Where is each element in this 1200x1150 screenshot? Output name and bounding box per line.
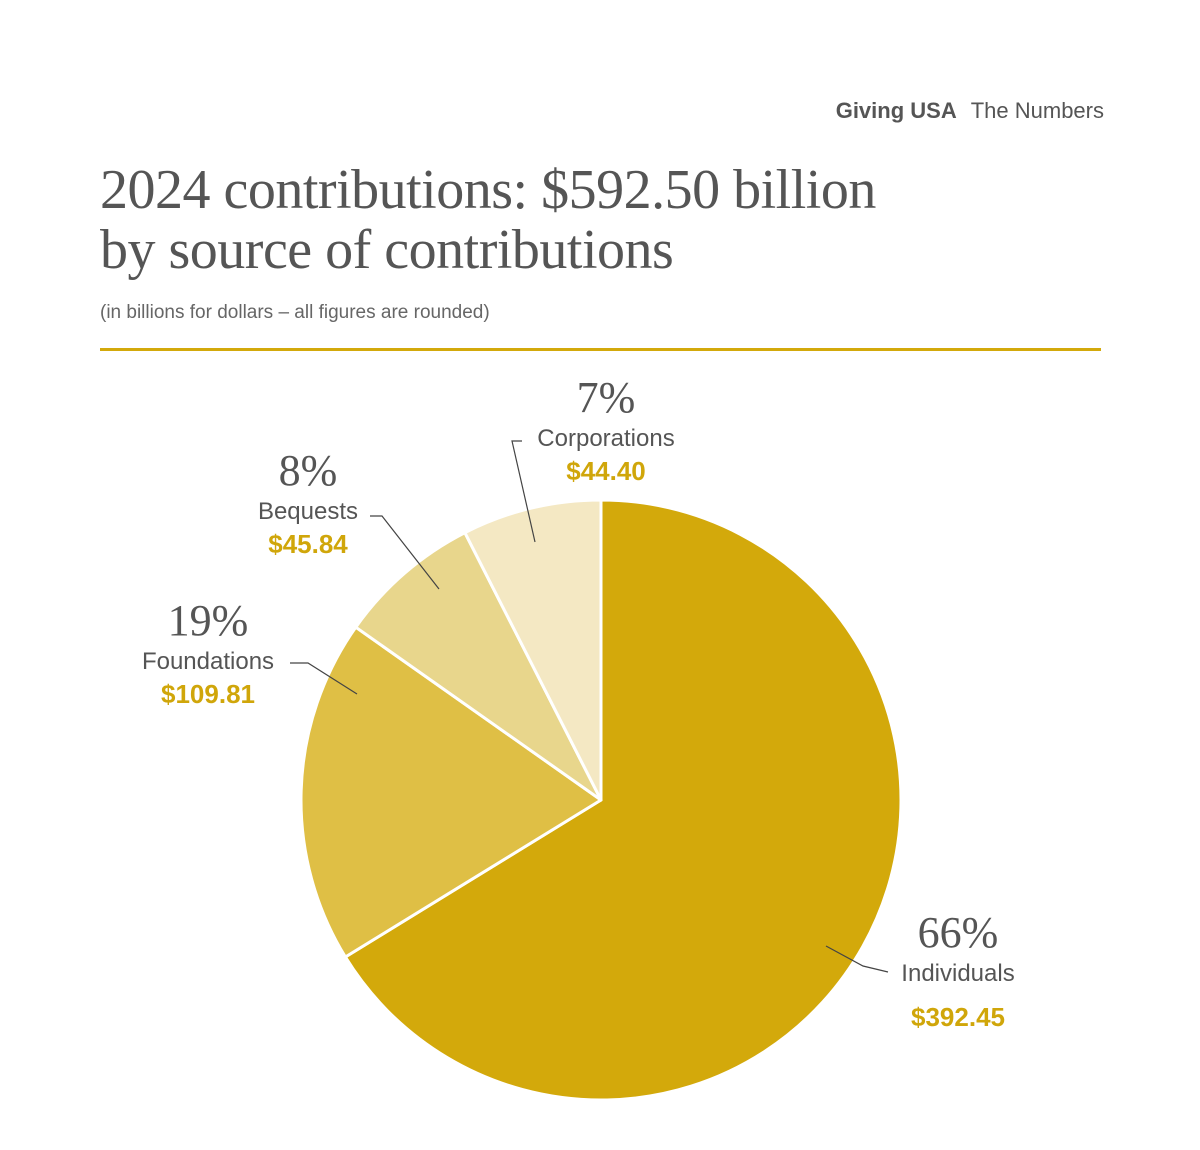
leader-line-bequests: [370, 515, 440, 590]
title-line-1: 2024 contributions: $592.50 billion: [100, 159, 876, 221]
brand-name: Giving USA: [835, 98, 957, 123]
page-title: 2024 contributions: $592.50 billion by s…: [100, 160, 1110, 280]
value-label-corporations: $44.40: [566, 456, 646, 486]
percent-label-bequests: 8%: [279, 446, 338, 495]
brand-section: The Numbers: [970, 98, 1104, 123]
value-label-foundations: $109.81: [161, 679, 255, 709]
value-label-individuals: $392.45: [911, 1002, 1005, 1032]
pie-slice-bequests: [354, 531, 603, 802]
category-label-bequests: Bequests: [258, 498, 358, 525]
pie-slice-corporations: [463, 498, 603, 802]
subtitle: (in billions for dollars – all figures a…: [100, 302, 490, 323]
leader-line-corporations: [511, 440, 536, 543]
leader-line-individuals: [825, 945, 889, 973]
percent-label-foundations: 19%: [168, 596, 249, 645]
category-label-corporations: Corporations: [537, 425, 674, 452]
category-label-foundations: Foundations: [142, 648, 274, 675]
category-label-individuals: Individuals: [901, 960, 1014, 987]
percent-label-individuals: 66%: [918, 908, 999, 957]
pie-slice-foundations: [299, 625, 603, 959]
percent-label-corporations: 7%: [577, 373, 636, 422]
pie-slice-individuals: [343, 498, 903, 1102]
title-line-2: by source of contributions: [100, 219, 674, 281]
divider-rule: [100, 348, 1101, 351]
leader-line-foundations: [290, 662, 358, 695]
brand-header: Giving USA The Numbers: [836, 98, 1104, 124]
value-label-bequests: $45.84: [268, 529, 348, 559]
